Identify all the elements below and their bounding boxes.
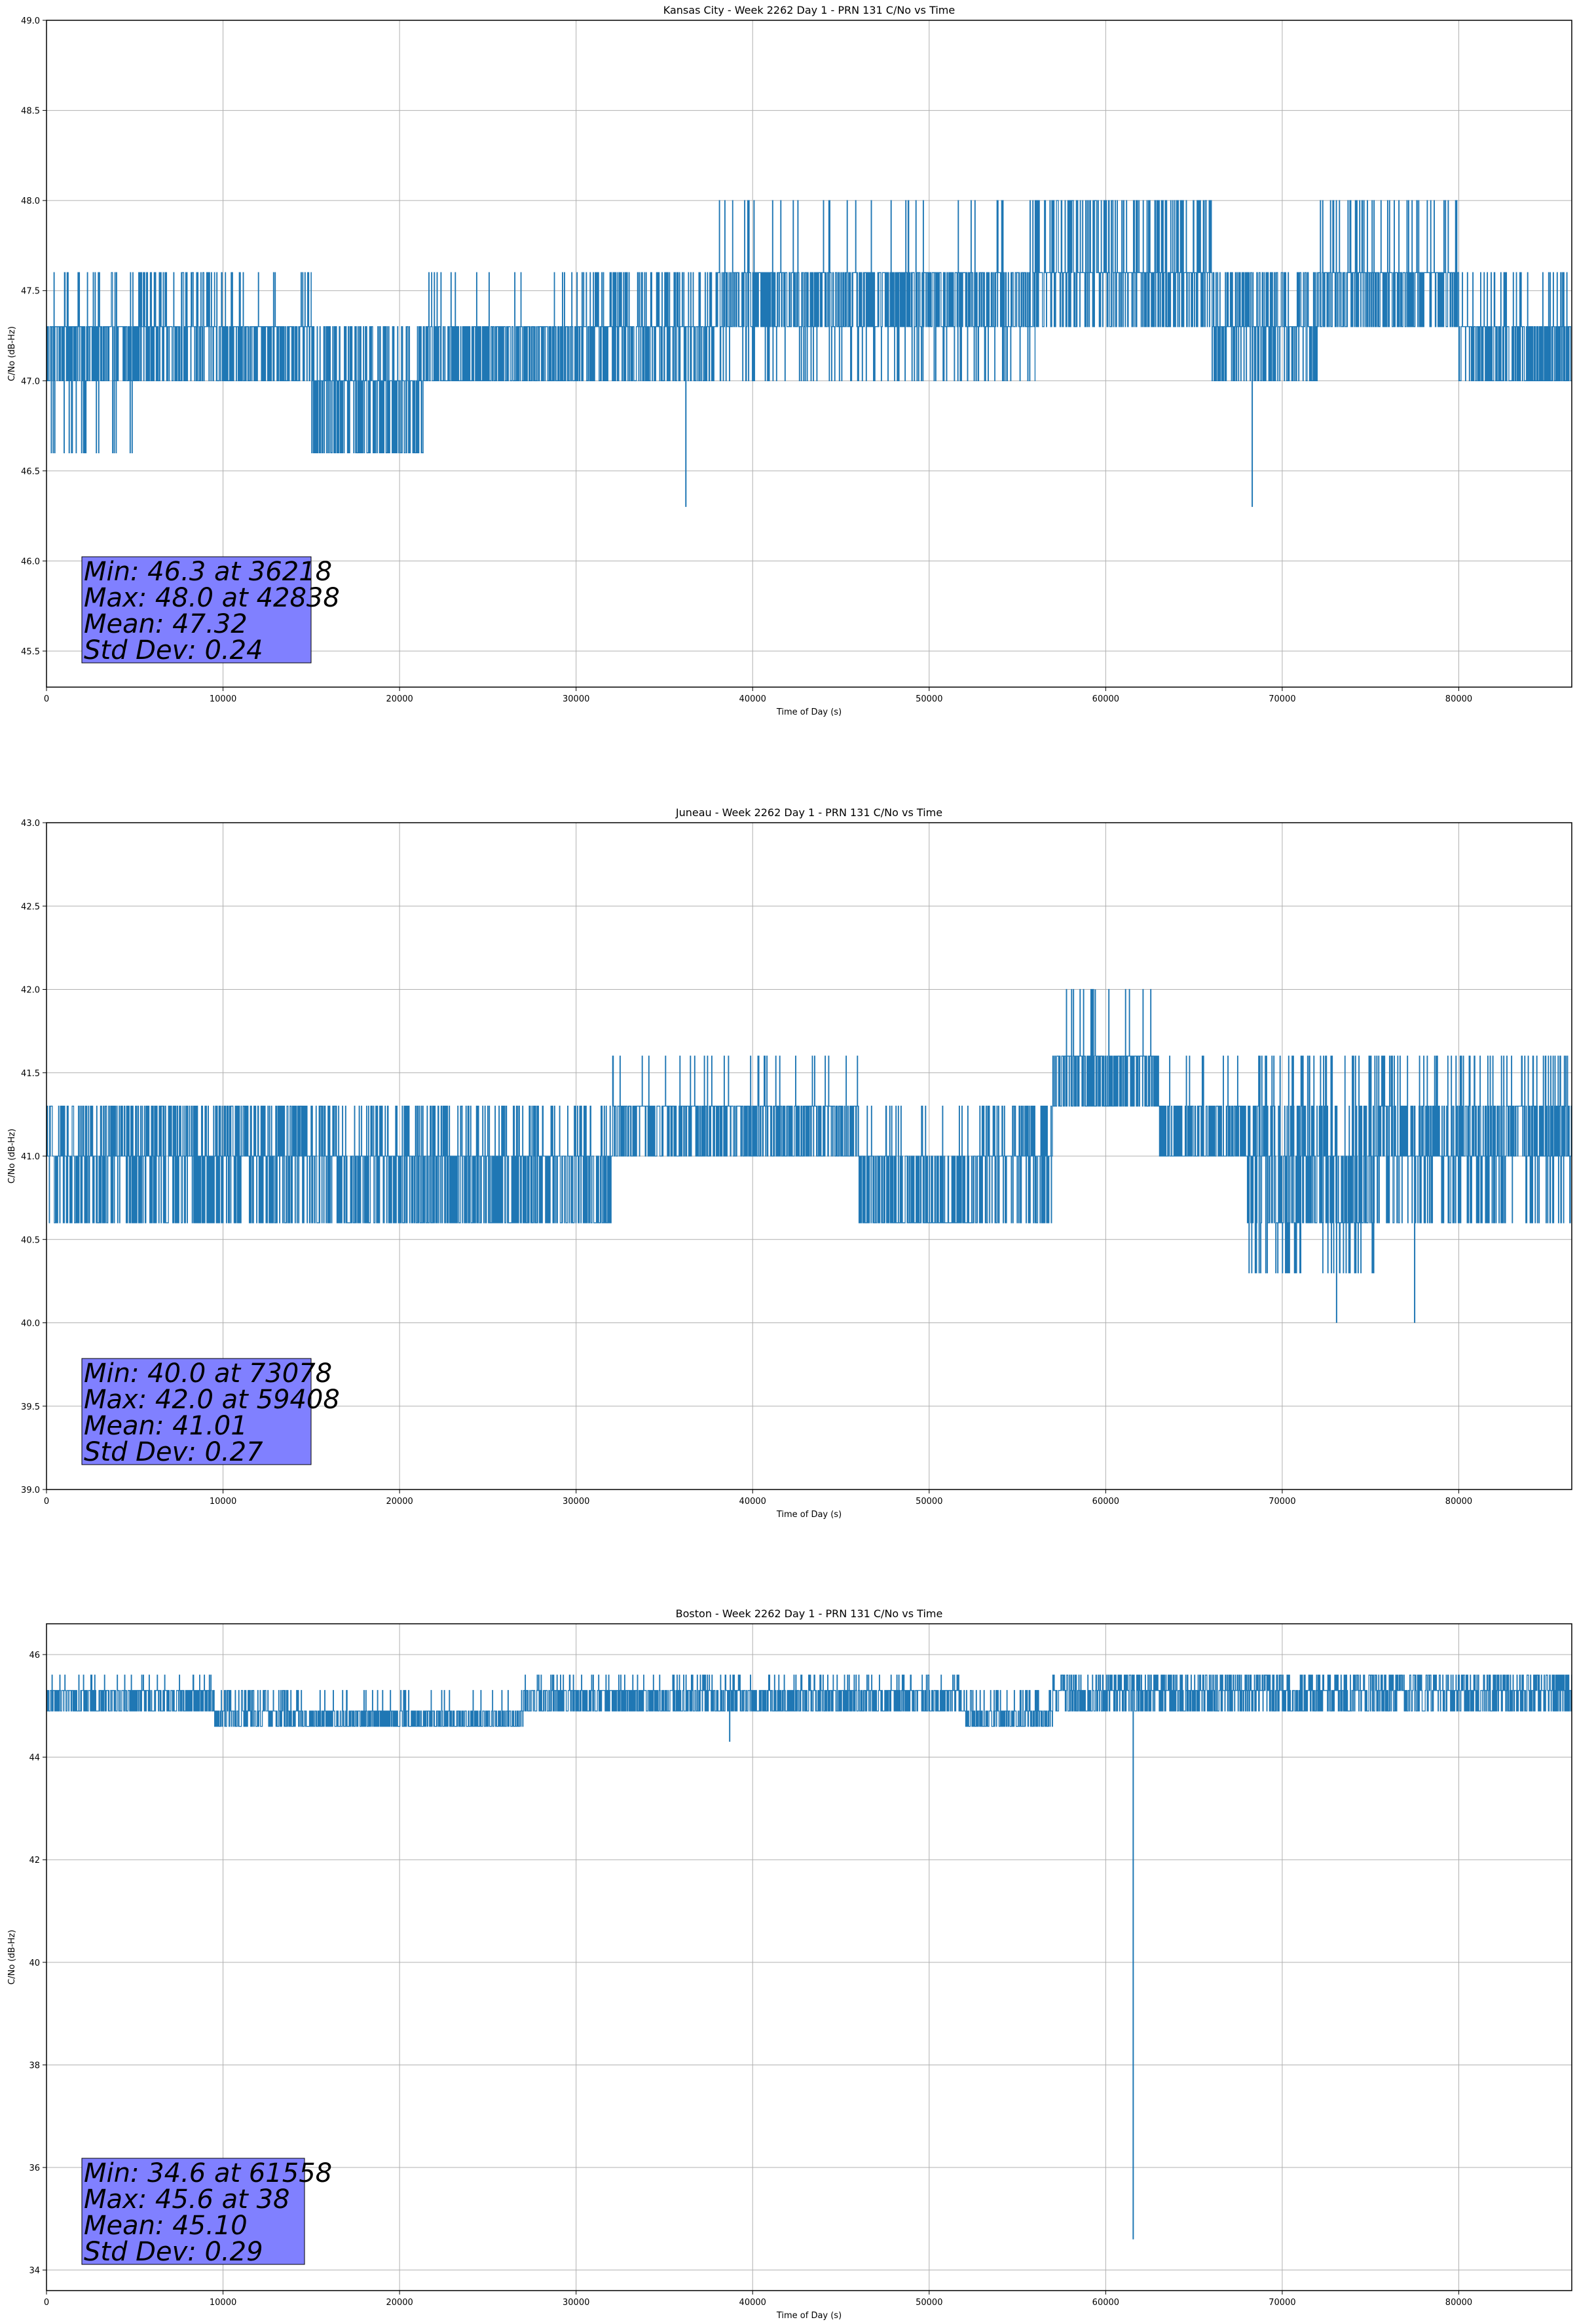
- stats-line: Max: 42.0 at 59408: [84, 1385, 340, 1415]
- x-axis-label: Time of Day (s): [776, 2311, 842, 2321]
- x-tick-label: 0: [44, 2298, 49, 2308]
- x-tick-label: 60000: [1092, 2298, 1119, 2308]
- stats-line: Mean: 45.10: [84, 2211, 248, 2241]
- axes-frame: [46, 20, 1572, 688]
- y-axis-label: C/No (dB-Hz): [7, 1930, 17, 1985]
- x-tick-label: 0: [44, 1497, 49, 1507]
- y-axis-label: C/No (dB-Hz): [7, 326, 17, 381]
- x-tick-label: 20000: [386, 2298, 413, 2308]
- y-tick-label: 48.0: [21, 197, 40, 206]
- stats-line: Std Dev: 0.29: [84, 2237, 263, 2267]
- chart-title: Juneau - Week 2262 Day 1 - PRN 131 C/No …: [675, 806, 942, 819]
- y-tick-label: 49.0: [21, 16, 40, 26]
- chart-title: Boston - Week 2262 Day 1 - PRN 131 C/No …: [676, 1607, 943, 1620]
- chart-panel-1: 0 10000 20000 30000 40000 50000 60000 70000 8000…: [7, 4, 1572, 717]
- x-tick-label: 20000: [386, 1497, 413, 1507]
- stats-box: [81, 1358, 312, 1465]
- y-tick-label: 46.5: [21, 467, 40, 477]
- y-tick-label: 47.0: [21, 377, 40, 386]
- y-tick-label: 40.5: [21, 1235, 40, 1245]
- y-tick-label: 48.5: [21, 107, 40, 117]
- stats-line: Std Dev: 0.27: [84, 1437, 263, 1467]
- y-tick-label: 39.5: [21, 1402, 40, 1412]
- x-tick-label: 60000: [1092, 1497, 1119, 1507]
- x-tick-label: 10000: [210, 2298, 236, 2308]
- chart-title: Kansas City - Week 2262 Day 1 - PRN 131 …: [663, 4, 955, 16]
- x-tick-label: 20000: [386, 694, 413, 704]
- y-tick-label: 42.5: [21, 902, 40, 912]
- x-tick-label: 70000: [1269, 2298, 1295, 2308]
- y-tick-label: 40.0: [21, 1319, 40, 1329]
- y-tick-label: 40: [29, 1959, 40, 1968]
- series-line: [46, 200, 1572, 453]
- stats-line: Max: 45.6 at 38: [84, 2184, 289, 2215]
- y-tick-label: 47.5: [21, 287, 40, 297]
- y-tick-label: 39.0: [21, 1486, 40, 1495]
- y-tick-label: 38: [29, 2061, 40, 2071]
- stats-line: Mean: 41.01: [84, 1411, 248, 1441]
- stats-line: Min: 34.6 at 61558: [84, 2158, 332, 2188]
- series-line: [46, 988, 1572, 1273]
- y-tick-label: 45.5: [21, 647, 40, 657]
- chart-panel-3: 0 10000 20000 30000 40000 50000 60000 70000 8000…: [7, 1607, 1572, 2321]
- axes-frame: [46, 1623, 1572, 2291]
- x-tick-label: 80000: [1445, 694, 1472, 704]
- y-tick-label: 41.0: [21, 1152, 40, 1162]
- stats-line: Min: 40.0 at 73078: [84, 1359, 332, 1389]
- x-tick-label: 80000: [1445, 2298, 1472, 2308]
- stats-box: [81, 556, 312, 664]
- x-tick-label: 30000: [563, 694, 589, 704]
- x-axis-label: Time of Day (s): [776, 1510, 842, 1520]
- y-tick-label: 42: [29, 1856, 40, 1865]
- y-tick-label: 36: [29, 2164, 40, 2173]
- y-tick-label: 46: [29, 1651, 40, 1660]
- x-tick-label: 40000: [739, 1497, 766, 1507]
- stats-line: Min: 46.3 at 36218: [84, 557, 332, 587]
- x-axis-label: Time of Day (s): [776, 707, 842, 717]
- x-tick-label: 40000: [739, 2298, 766, 2308]
- y-tick-label: 46.0: [21, 557, 40, 567]
- x-tick-label: 70000: [1269, 1497, 1295, 1507]
- y-tick-label: 43.0: [21, 819, 40, 829]
- x-tick-label: 70000: [1269, 694, 1295, 704]
- x-tick-label: 80000: [1445, 1497, 1472, 1507]
- x-tick-label: 50000: [916, 2298, 942, 2308]
- stats-box: [81, 2158, 305, 2265]
- x-tick-label: 40000: [739, 694, 766, 704]
- x-tick-label: 50000: [916, 694, 942, 704]
- y-tick-label: 41.5: [21, 1069, 40, 1079]
- x-tick-label: 0: [44, 694, 49, 704]
- x-tick-label: 30000: [563, 1497, 589, 1507]
- series-line: [46, 1674, 1572, 1727]
- x-tick-label: 50000: [916, 1497, 942, 1507]
- y-tick-label: 34: [29, 2266, 40, 2276]
- chart-panel-2: 0 10000 20000 30000 40000 50000 60000 70000 8000…: [7, 806, 1572, 1520]
- stats-line: Mean: 47.32: [84, 609, 248, 639]
- x-tick-label: 30000: [563, 2298, 589, 2308]
- stats-line: Max: 48.0 at 42838: [84, 583, 340, 613]
- y-tick-label: 44: [29, 1753, 40, 1763]
- stats-line: Std Dev: 0.24: [84, 635, 263, 665]
- y-tick-label: 42.0: [21, 986, 40, 996]
- y-axis-label: C/No (dB-Hz): [7, 1129, 17, 1184]
- x-tick-label: 60000: [1092, 694, 1119, 704]
- x-tick-label: 10000: [210, 1497, 236, 1507]
- x-tick-label: 10000: [210, 694, 236, 704]
